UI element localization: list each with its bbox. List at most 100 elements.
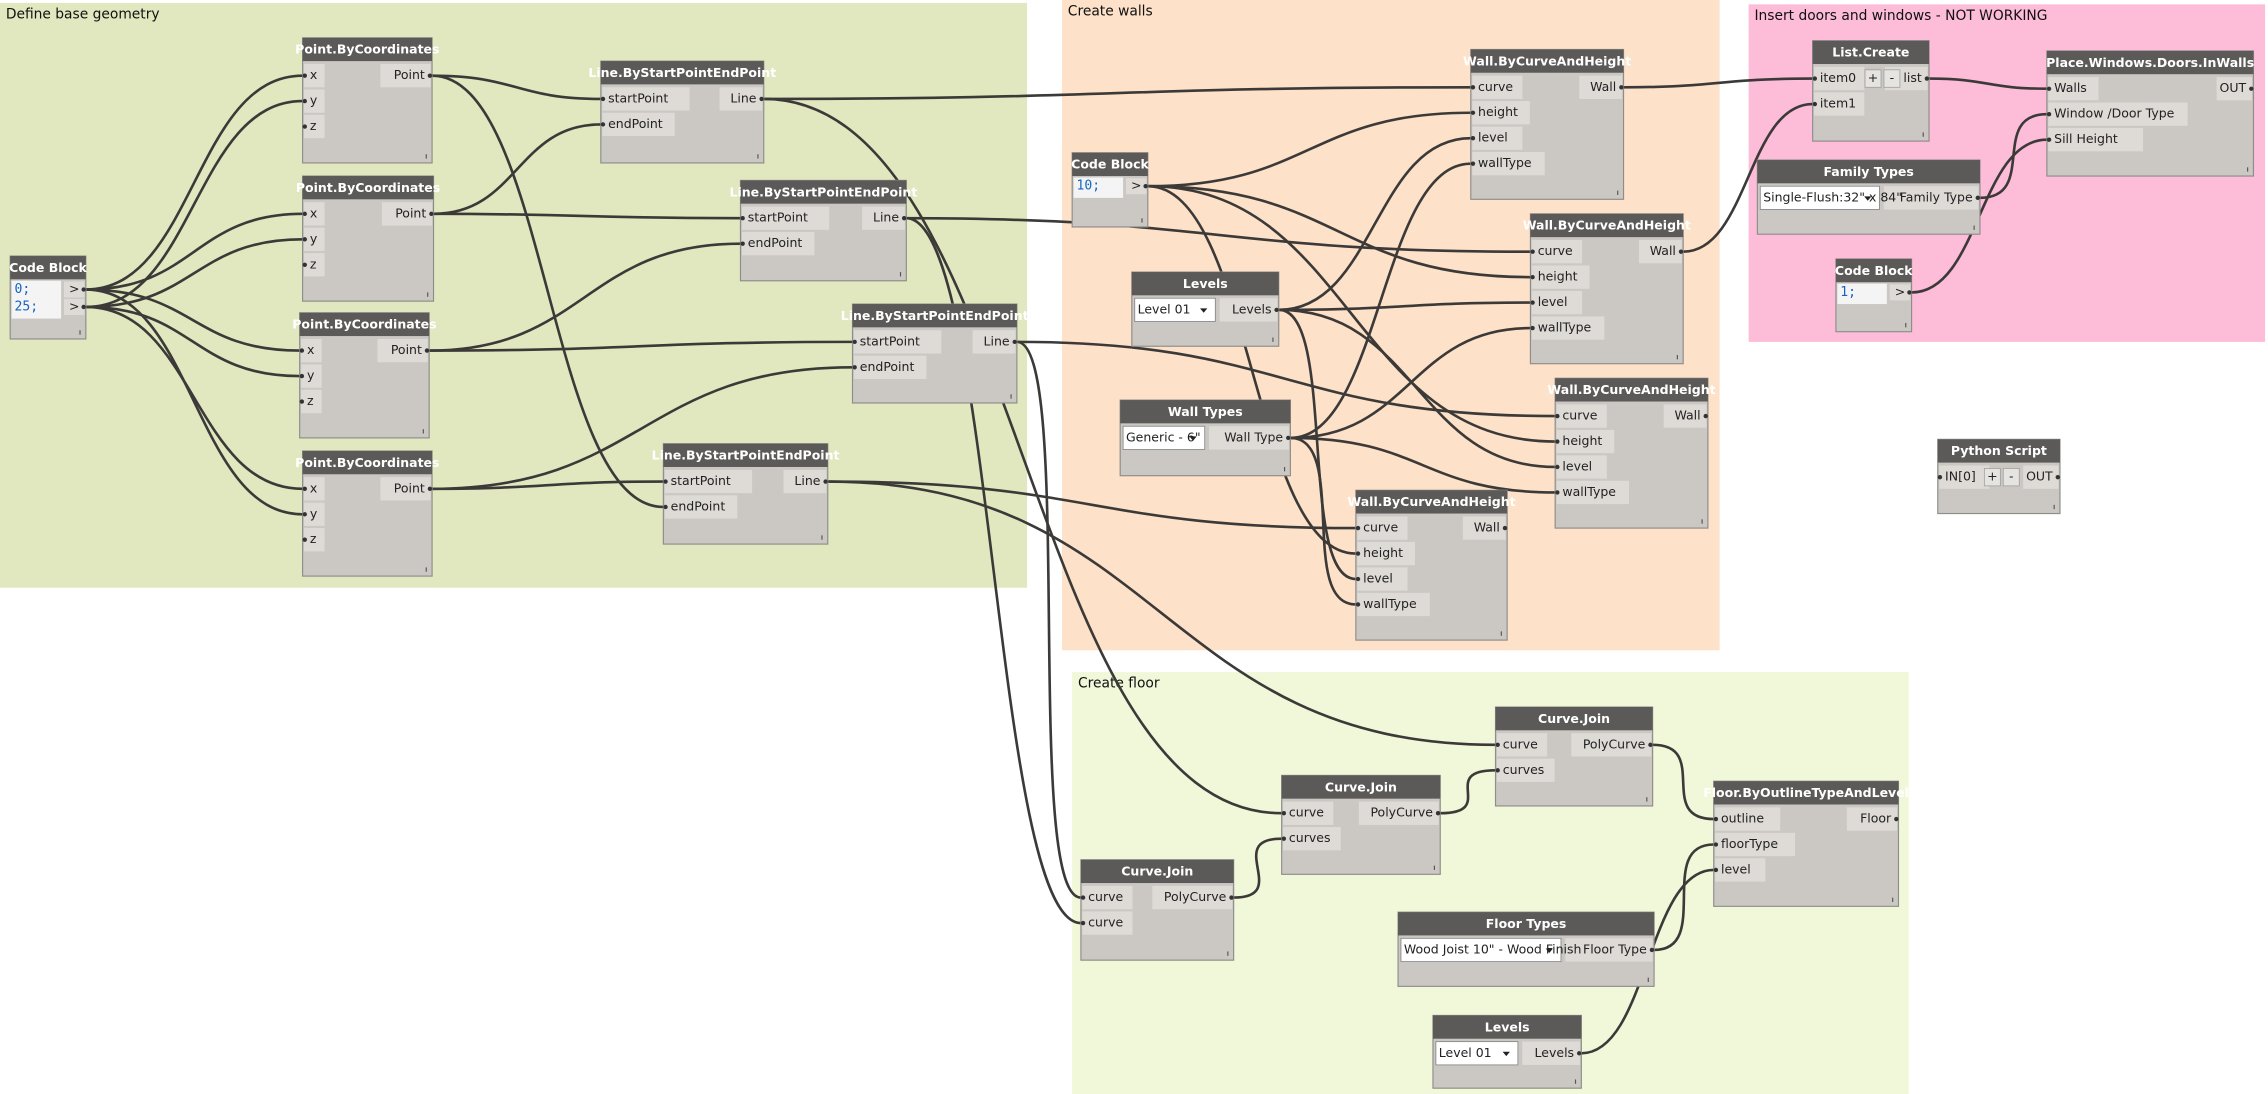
- node[interactable]: Point.ByCoordinates xyz Point: [295, 37, 439, 164]
- input-port[interactable]: [1472, 75, 1523, 99]
- input-port[interactable]: [1814, 92, 1865, 116]
- input-port[interactable]: [304, 202, 325, 226]
- input-port[interactable]: [1556, 455, 1607, 479]
- output-port[interactable]: [380, 64, 431, 88]
- node[interactable]: Place.Windows.Doors.InWalls Walls Window /…: [2046, 50, 2254, 177]
- output-port[interactable]: [1846, 807, 1898, 831]
- output-port[interactable]: [1522, 1041, 1580, 1065]
- node[interactable]: Wall.ByCurveAndHeight curve height level wal…: [1463, 48, 1631, 200]
- node[interactable]: List.Create item0 item1 list + -: [1812, 40, 1930, 142]
- input-port[interactable]: [1531, 265, 1590, 289]
- input-port[interactable]: [741, 206, 830, 230]
- input-port[interactable]: [1814, 66, 1865, 91]
- output-port[interactable]: [1219, 298, 1278, 322]
- node[interactable]: Wall Types Wall Type Generic - 6": [1119, 399, 1291, 477]
- node[interactable]: Wall.ByCurveAndHeight curve height level wal…: [1547, 377, 1716, 529]
- input-port[interactable]: [1082, 911, 1133, 935]
- input-port[interactable]: [1939, 465, 1990, 489]
- output-port[interactable]: [719, 87, 763, 111]
- output-port[interactable]: [1638, 240, 1682, 264]
- input-port[interactable]: [1715, 832, 1796, 857]
- input-port[interactable]: [602, 112, 675, 137]
- node[interactable]: Point.ByCoordinates xyz Point: [292, 312, 437, 439]
- input-port[interactable]: [1531, 240, 1583, 264]
- button[interactable]: [1883, 69, 1901, 88]
- node[interactable]: Code Block > >0; 25;: [9, 255, 88, 340]
- output-port[interactable]: [1462, 516, 1506, 540]
- input-port[interactable]: [1556, 404, 1607, 428]
- output-port[interactable]: [2216, 77, 2252, 101]
- input-port[interactable]: [664, 469, 753, 494]
- input-port[interactable]: [1357, 567, 1408, 591]
- input-port[interactable]: [1472, 126, 1523, 150]
- output-port[interactable]: [862, 206, 905, 230]
- dropdown[interactable]: [1435, 1041, 1519, 1066]
- node[interactable]: Point.ByCoordinates xyz Point: [296, 175, 440, 302]
- node[interactable]: Line.ByStartPointEndPoint startPoint endPo…: [841, 303, 1029, 404]
- output-port[interactable]: [2023, 465, 2059, 489]
- node[interactable]: Line.ByStartPointEndPoint startPoint endPo…: [588, 60, 776, 164]
- input-port[interactable]: [2048, 102, 2188, 126]
- input-port[interactable]: [1556, 429, 1615, 454]
- input-port[interactable]: [1715, 858, 1766, 882]
- input-port[interactable]: [304, 502, 325, 526]
- output-port[interactable]: [1152, 885, 1233, 910]
- input-port[interactable]: [1357, 516, 1408, 540]
- output-port[interactable]: [783, 469, 827, 494]
- input-port[interactable]: [1357, 592, 1430, 617]
- input-port[interactable]: [1531, 316, 1605, 340]
- input-port[interactable]: [602, 87, 690, 111]
- node[interactable]: Floor.ByOutlineTypeAndLevel outline floorT…: [1703, 780, 1909, 907]
- input-port[interactable]: [1472, 101, 1530, 125]
- input-port[interactable]: [304, 477, 325, 501]
- output-port[interactable]: [377, 338, 428, 363]
- output-port[interactable]: [1125, 178, 1147, 195]
- output-port[interactable]: [1889, 284, 1911, 301]
- input-port[interactable]: [304, 528, 325, 552]
- output-port[interactable]: [1663, 404, 1707, 428]
- input-port[interactable]: [1556, 480, 1630, 505]
- input-port[interactable]: [853, 330, 942, 354]
- node[interactable]: Wall.ByCurveAndHeight curve height level wal…: [1347, 489, 1516, 641]
- node[interactable]: Python Script IN[0] OUT + -: [1937, 438, 2061, 515]
- input-port[interactable]: [1496, 733, 1548, 757]
- node[interactable]: Line.ByStartPointEndPoint startPoint endPo…: [729, 179, 917, 282]
- output-port[interactable]: [381, 202, 433, 226]
- node[interactable]: Levels Levels Level 01: [1432, 1014, 1582, 1089]
- node[interactable]: Levels Levels Level 01: [1131, 271, 1280, 347]
- node[interactable]: Wall.ByCurveAndHeight curve height level wal…: [1523, 213, 1691, 365]
- input-port[interactable]: [1082, 885, 1133, 910]
- output-port[interactable]: [972, 330, 1016, 354]
- output-port[interactable]: [1358, 801, 1439, 825]
- input-port[interactable]: [1472, 152, 1545, 176]
- dropdown[interactable]: [1759, 185, 1880, 210]
- input-port[interactable]: [304, 64, 325, 88]
- input-port[interactable]: [304, 114, 325, 139]
- input-port[interactable]: [301, 338, 322, 363]
- output-port[interactable]: [1571, 733, 1652, 757]
- input-port[interactable]: [1531, 290, 1583, 315]
- input-port[interactable]: [301, 364, 322, 388]
- input-port[interactable]: [853, 355, 927, 379]
- input-port[interactable]: [2048, 77, 2099, 101]
- node[interactable]: Code Block >10;: [1071, 152, 1150, 228]
- input-port[interactable]: [304, 227, 325, 251]
- dropdown[interactable]: [1134, 297, 1216, 322]
- output-port[interactable]: [1883, 186, 1979, 210]
- input-port[interactable]: [1357, 541, 1415, 566]
- input-port[interactable]: [741, 232, 815, 256]
- output-port[interactable]: [1209, 426, 1289, 450]
- button[interactable]: [1864, 69, 1882, 88]
- output-port[interactable]: [64, 298, 85, 315]
- dropdown[interactable]: [1400, 937, 1562, 963]
- node[interactable]: Curve.Join curve curve PolyCurve: [1080, 859, 1235, 961]
- output-port[interactable]: [64, 281, 85, 298]
- input-port[interactable]: [1283, 827, 1341, 851]
- button[interactable]: [1983, 468, 2001, 487]
- input-port[interactable]: [1715, 807, 1781, 831]
- dropdown[interactable]: [1122, 425, 1206, 450]
- input-port[interactable]: [1496, 758, 1555, 782]
